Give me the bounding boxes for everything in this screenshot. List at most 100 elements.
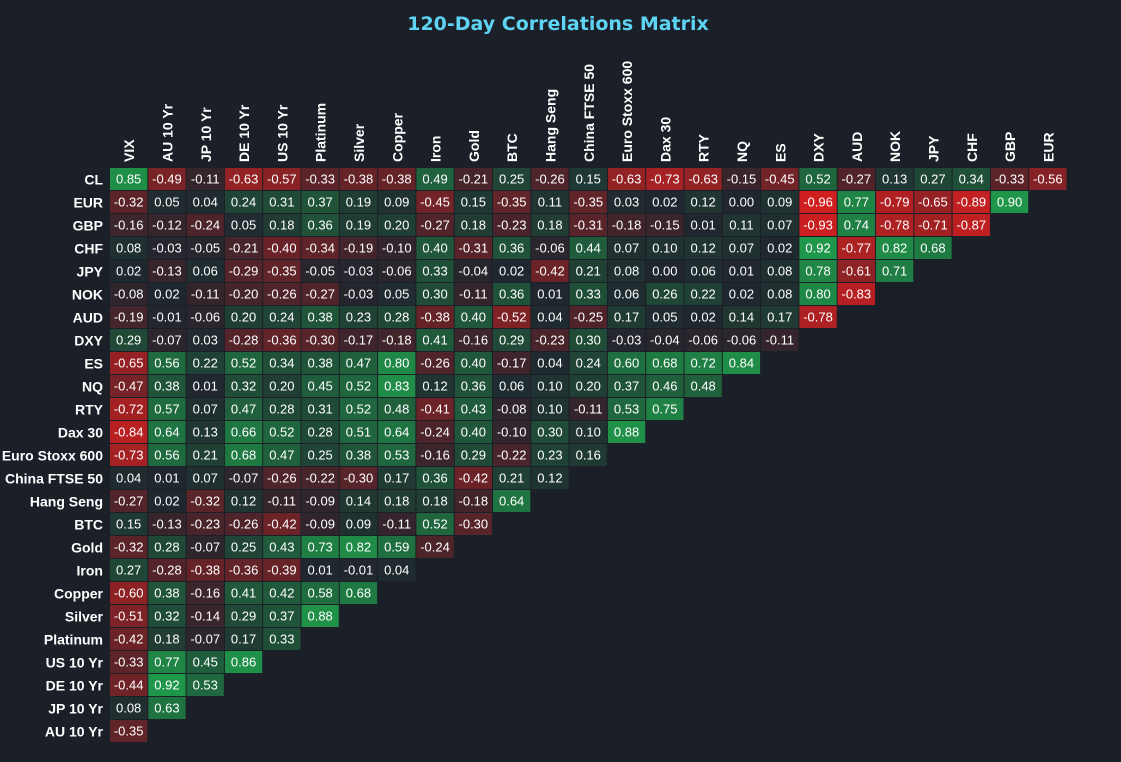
cell-value: 0.12 <box>231 494 256 509</box>
column-label-es: ES <box>772 143 788 162</box>
heatmap-cell: 0.49 <box>416 168 454 190</box>
cell-fill <box>493 283 531 305</box>
heatmap-cell: -0.63 <box>224 168 263 190</box>
cell-value: 0.68 <box>231 448 256 463</box>
heatmap-cell: -0.87 <box>952 214 990 236</box>
cell-value: -0.21 <box>229 241 259 256</box>
cell-fill <box>569 352 607 374</box>
cell-fill <box>493 237 531 259</box>
heatmap-cell: -0.22 <box>493 444 531 466</box>
heatmap-cell: 0.05 <box>378 283 416 305</box>
heatmap-cell: 0.18 <box>454 214 492 236</box>
cell-value: 0.43 <box>269 540 294 555</box>
cell-value: 0.40 <box>422 241 447 256</box>
heatmap-cell: 0.12 <box>684 191 722 213</box>
heatmap-cell: 0.27 <box>914 168 952 190</box>
cell-value: -0.10 <box>382 241 412 256</box>
cell-value: 0.25 <box>307 448 332 463</box>
cell-value: -0.18 <box>382 333 412 348</box>
cell-fill <box>607 329 646 351</box>
cell-value: -0.57 <box>267 172 297 187</box>
heatmap-cell: -0.17 <box>339 329 378 351</box>
heatmap-cell: 0.34 <box>263 352 301 374</box>
cell-fill <box>454 352 492 374</box>
heatmap-cell: 0.04 <box>110 467 148 489</box>
cell-value: -0.45 <box>765 172 795 187</box>
cell-fill <box>646 306 684 328</box>
heatmap-cell: -0.21 <box>224 237 263 259</box>
cell-fill <box>224 168 263 190</box>
cell-fill <box>799 306 837 328</box>
cell-fill <box>110 421 148 443</box>
cell-value: 0.02 <box>690 310 715 325</box>
cell-fill <box>186 168 224 190</box>
cell-fill <box>607 398 646 420</box>
cell-value: -0.09 <box>305 517 335 532</box>
column-label-eur: EUR <box>1040 132 1056 162</box>
cell-value: -0.07 <box>229 471 259 486</box>
column-label-platinum: Platinum <box>313 103 329 162</box>
heatmap-cell: 0.21 <box>186 444 224 466</box>
cell-value: -0.60 <box>114 586 144 601</box>
heatmap-cell: -0.72 <box>110 398 148 420</box>
cell-value: -0.16 <box>420 448 450 463</box>
cell-fill <box>186 628 224 650</box>
cell-fill <box>110 674 148 696</box>
heatmap-cell: -0.33 <box>990 168 1029 190</box>
heatmap-cell: 0.60 <box>607 352 646 374</box>
cell-fill <box>416 490 454 512</box>
cell-fill <box>914 168 952 190</box>
cell-value: 0.12 <box>537 471 562 486</box>
cell-fill <box>148 168 186 190</box>
heatmap-cell: 0.30 <box>569 329 607 351</box>
cell-value: -0.31 <box>459 241 489 256</box>
cell-value: -0.09 <box>305 494 335 509</box>
heatmap-cell: -0.30 <box>339 467 378 489</box>
cell-fill <box>531 306 569 328</box>
column-label-nq: NQ <box>734 141 750 162</box>
heatmap-cell: -0.45 <box>416 191 454 213</box>
cell-value: 0.29 <box>499 333 524 348</box>
heatmap-cell: -0.01 <box>339 559 378 581</box>
cell-fill <box>186 352 224 374</box>
heatmap-cell: 0.04 <box>186 191 224 213</box>
column-label-silver: Silver <box>351 123 367 162</box>
heatmap-cell: -0.38 <box>416 306 454 328</box>
column-labels: VIX AU 10 Yr JP 10 Yr DE 10 Yr US 10 Yr Plati… <box>121 61 1056 162</box>
cell-fill <box>110 536 148 558</box>
cell-value: -0.17 <box>497 356 527 371</box>
cell-fill <box>837 214 875 236</box>
cell-value: 0.16 <box>576 448 601 463</box>
cell-value: -0.24 <box>420 540 450 555</box>
heatmap-cell: -0.14 <box>186 605 224 627</box>
cell-fill <box>493 329 531 351</box>
row-label-dxy: DXY <box>74 333 103 349</box>
cell-value: -0.65 <box>114 356 144 371</box>
column-label-dxy: DXY <box>811 133 827 162</box>
cell-value: 0.01 <box>537 287 562 302</box>
cell-value: -0.47 <box>114 379 144 394</box>
cell-value: -0.05 <box>305 264 335 279</box>
cell-value: 0.38 <box>307 356 332 371</box>
cell-fill <box>224 605 263 627</box>
cell-value: -0.34 <box>305 241 335 256</box>
heatmap-cell: -0.32 <box>110 536 148 558</box>
cell-fill <box>493 260 531 282</box>
heatmap-cell: 0.10 <box>531 375 569 397</box>
cell-fill <box>263 283 301 305</box>
heatmap-cell: 0.01 <box>148 467 186 489</box>
heatmap-cell: 0.29 <box>493 329 531 351</box>
cell-value: -0.07 <box>190 632 220 647</box>
heatmap-cell: 0.02 <box>110 260 148 282</box>
cell-fill <box>378 168 416 190</box>
cell-value: 0.36 <box>461 379 486 394</box>
heatmap-cell: -0.20 <box>224 283 263 305</box>
cell-value: -0.93 <box>803 218 833 233</box>
cell-value: -0.84 <box>114 425 144 440</box>
heatmap-cell: -0.27 <box>416 214 454 236</box>
cell-value: 0.02 <box>116 264 141 279</box>
cell-value: -0.26 <box>267 471 297 486</box>
cell-value: -0.24 <box>420 425 450 440</box>
cell-fill <box>263 329 301 351</box>
heatmap-cell: 0.19 <box>339 191 378 213</box>
